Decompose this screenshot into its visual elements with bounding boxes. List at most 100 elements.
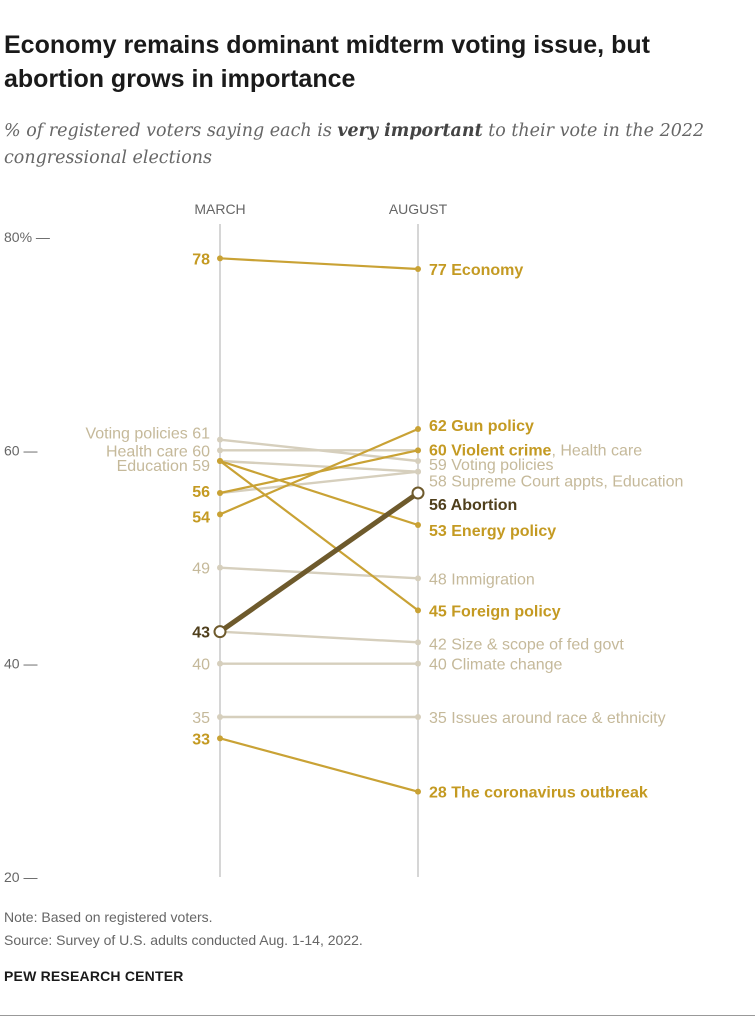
y-tick-80: 80% —	[4, 229, 50, 245]
left-label-49: 49	[192, 561, 210, 578]
series-line-size-scope-of-fed-govt	[218, 630, 420, 644]
right-label-value: 48	[429, 571, 451, 588]
right-label-name: Supreme Court appts, Education	[451, 474, 683, 491]
point-august-the-coronavirus-outbreak	[415, 788, 421, 795]
y-tick-40: 40 —	[4, 656, 37, 672]
point-august-economy	[415, 266, 421, 272]
right-label-violent-crime: 60 Violent crime, Health care	[429, 442, 642, 459]
right-label-voting-policies: 59 Voting policies	[429, 457, 554, 474]
point-august-size-scope-of-fed-govt	[415, 639, 421, 646]
point-august-gun-policy	[415, 426, 421, 432]
point-march-the-coronavirus-outbreak	[217, 735, 223, 742]
point-august-energy-policy	[415, 522, 421, 528]
series-line-supreme-court-appts	[218, 470, 420, 495]
series-line-economy	[218, 257, 420, 271]
point-august-violent-crime	[415, 447, 421, 454]
right-label-supreme-court-appts-education: 58 Supreme Court appts, Education	[429, 474, 683, 491]
left-label-health-care-60: Health care 60	[106, 443, 210, 460]
point-march-climate-change	[217, 660, 223, 667]
y-tick-20: 20 —	[4, 869, 37, 885]
series-line-the-coronavirus-outbreak	[218, 737, 420, 793]
right-label-economy: 77 Economy	[429, 262, 523, 279]
right-label-immigration: 48 Immigration	[429, 571, 535, 588]
right-label-value: 58	[429, 474, 451, 491]
point-march-health-care	[217, 447, 223, 454]
point-march-immigration	[217, 564, 223, 571]
point-august-immigration	[415, 575, 421, 582]
right-label-name: The coronavirus outbreak	[451, 785, 648, 802]
right-label-value: 35	[429, 710, 451, 727]
note: Note: Based on registered voters.	[4, 909, 213, 925]
point-march-foreign-policy	[217, 458, 223, 464]
point-march-economy	[217, 255, 223, 262]
point-august-supreme-court-appts	[415, 468, 421, 475]
footnotes: Note: Based on registered voters. Source…	[4, 906, 363, 952]
right-label-issues-around-race-ethnicity: 35 Issues around race & ethnicity	[429, 710, 666, 727]
right-label-value: 53	[429, 523, 451, 540]
right-label-value: 59	[429, 457, 451, 474]
left-label-voting-policies-61: Voting policies 61	[85, 426, 210, 443]
right-label-value: 56	[429, 497, 451, 514]
left-label-education-59: Education 59	[117, 458, 211, 475]
slope-chart: MARCH AUGUST 80% — 60 — 40 — 20 — 78 Voting pol…	[4, 201, 683, 885]
right-label-name: Abortion	[451, 497, 518, 514]
right-label-value: 28	[429, 785, 451, 802]
right-label-climate-change: 40 Climate change	[429, 657, 563, 674]
right-label-value: 62	[429, 418, 451, 435]
chart-subtitle: % of registered voters saying each is ve…	[4, 118, 744, 172]
right-label-name: Immigration	[451, 571, 535, 588]
y-tick-60: 60 —	[4, 442, 37, 458]
right-label-value: 40	[429, 657, 451, 674]
point-august-foreign-policy	[415, 607, 421, 614]
right-label-name: Issues around race & ethnicity	[451, 710, 665, 727]
right-label-name: Economy	[451, 262, 523, 279]
right-label-foreign-policy: 45 Foreign policy	[429, 603, 561, 620]
point-march-voting-policies	[217, 436, 223, 443]
right-label-name: Voting policies	[451, 457, 553, 474]
series-line-immigration	[218, 566, 420, 580]
right-label-name: Violent crime	[451, 442, 551, 459]
left-label-54: 54	[192, 509, 210, 526]
point-march-violent-crime	[217, 490, 223, 496]
left-label-40: 40	[192, 657, 210, 674]
left-label-33: 33	[192, 731, 210, 748]
right-label-energy-policy: 53 Energy policy	[429, 523, 556, 540]
right-label-gun-policy: 62 Gun policy	[429, 418, 534, 435]
right-label-extra: , Health care	[551, 442, 642, 459]
right-label-the-coronavirus-outbreak: 28 The coronavirus outbreak	[429, 785, 648, 802]
right-label-name: Energy policy	[451, 523, 556, 540]
chart-title: Economy remains dominant midterm voting …	[4, 31, 650, 93]
bottom-divider	[0, 1015, 755, 1016]
left-label-35: 35	[192, 710, 210, 727]
right-label-abortion: 56 Abortion	[429, 497, 517, 514]
subtitle-emphasis: very important	[337, 121, 483, 141]
column-header-august: AUGUST	[389, 201, 448, 217]
series-line-education	[218, 459, 420, 473]
point-august-climate-change	[415, 660, 421, 667]
source: Source: Survey of U.S. adults conducted …	[4, 932, 363, 948]
left-label-56: 56	[192, 484, 210, 501]
right-label-value: 45	[429, 603, 451, 620]
right-label-name: Size & scope of fed govt	[451, 636, 624, 653]
point-march-gun-policy	[217, 511, 223, 518]
right-label-name: Gun policy	[451, 418, 534, 435]
right-label-name: Climate change	[451, 657, 562, 674]
left-label-78: 78	[192, 251, 210, 268]
point-march-abortion	[213, 625, 227, 639]
right-label-name: Foreign policy	[451, 603, 560, 620]
point-august-abortion	[411, 486, 425, 500]
subtitle-post: to their vote in the 2022 congressional …	[4, 121, 705, 168]
right-label-value: 77	[429, 262, 451, 279]
subtitle-pre: % of registered voters saying each is	[4, 121, 338, 141]
credit: PEW RESEARCH CENTER	[4, 968, 184, 984]
right-label-value: 60	[429, 442, 451, 459]
series-line-foreign-policy	[218, 459, 420, 612]
point-august-issues-around-race-ethnicity	[415, 714, 421, 720]
series-line-abortion	[217, 490, 421, 635]
right-label-size-scope-of-fed-govt: 42 Size & scope of fed govt	[429, 636, 624, 653]
left-label-43: 43	[192, 625, 210, 642]
point-march-issues-around-race-ethnicity	[217, 714, 223, 720]
column-header-march: MARCH	[194, 201, 245, 217]
point-august-voting-policies	[415, 458, 421, 464]
right-label-value: 42	[429, 636, 451, 653]
